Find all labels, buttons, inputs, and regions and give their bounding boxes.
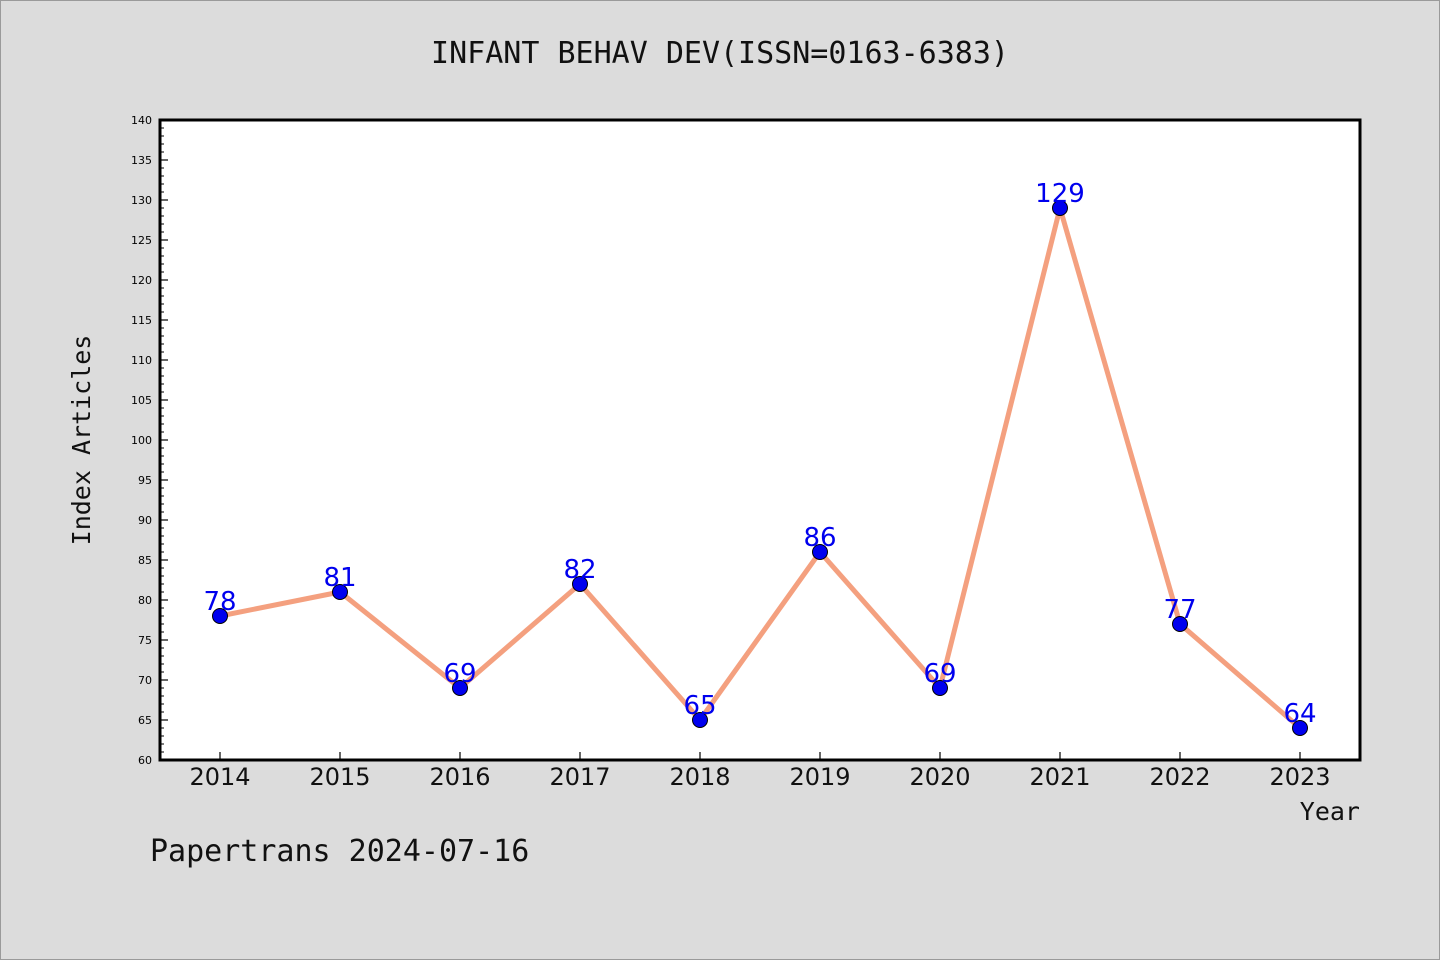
x-tick-label: 2021: [1029, 763, 1090, 791]
chart-title: INFANT BEHAV DEV(ISSN=0163-6383): [431, 36, 1009, 71]
y-tick-label: 135: [131, 154, 152, 167]
x-tick-label: 2016: [429, 763, 490, 791]
x-tick-label: 2022: [1149, 763, 1210, 791]
y-tick-label: 90: [138, 514, 152, 527]
data-point: [212, 608, 228, 624]
y-tick-label: 80: [138, 594, 152, 607]
x-tick-label: 2023: [1269, 763, 1330, 791]
x-tick-label: 2019: [789, 763, 850, 791]
y-tick-label: 120: [131, 274, 152, 287]
y-tick-label: 125: [131, 234, 152, 247]
data-label: 78: [203, 587, 236, 617]
y-tick-label: 60: [138, 754, 152, 767]
y-tick-label: 130: [131, 194, 152, 207]
y-tick-label: 100: [131, 434, 152, 447]
data-point: [572, 576, 588, 592]
y-tick-label: 65: [138, 714, 152, 727]
data-label: 86: [803, 523, 836, 553]
data-label: 69: [443, 659, 476, 689]
data-label: 65: [683, 691, 716, 721]
data-label: 81: [323, 563, 356, 593]
data-point: [452, 680, 468, 696]
data-point: [692, 712, 708, 728]
series-line: [217, 205, 1303, 731]
x-axis-label: Year: [1300, 797, 1360, 826]
data-point: [932, 680, 948, 696]
y-tick-label: 110: [131, 354, 152, 367]
y-axis-label: Index Articles: [67, 335, 96, 546]
footer-note: Papertrans 2024-07-16: [150, 834, 530, 869]
data-label: 77: [1163, 595, 1196, 625]
data-label: 69: [923, 659, 956, 689]
data-label: 82: [563, 555, 596, 585]
data-point: [1052, 200, 1068, 216]
y-tick-label: 115: [131, 314, 152, 327]
y-tick-label: 85: [138, 554, 152, 567]
plot-area: [158, 118, 1362, 762]
y-tick-label: 140: [131, 114, 152, 127]
x-tick-label: 2018: [669, 763, 730, 791]
data-label: 129: [1035, 179, 1085, 209]
data-point: [1292, 720, 1308, 736]
data-point: [1172, 616, 1188, 632]
data-point: [332, 584, 348, 600]
y-tick-label: 105: [131, 394, 152, 407]
x-tick-label: 2017: [549, 763, 610, 791]
data-label: 64: [1283, 699, 1316, 729]
x-tick-label: 2014: [189, 763, 250, 791]
y-tick-label: 70: [138, 674, 152, 687]
y-tick-label: 75: [138, 634, 152, 647]
x-tick-label: 2015: [309, 763, 370, 791]
x-tick-label: 2020: [909, 763, 970, 791]
data-point: [812, 544, 828, 560]
y-tick-label: 95: [138, 474, 152, 487]
